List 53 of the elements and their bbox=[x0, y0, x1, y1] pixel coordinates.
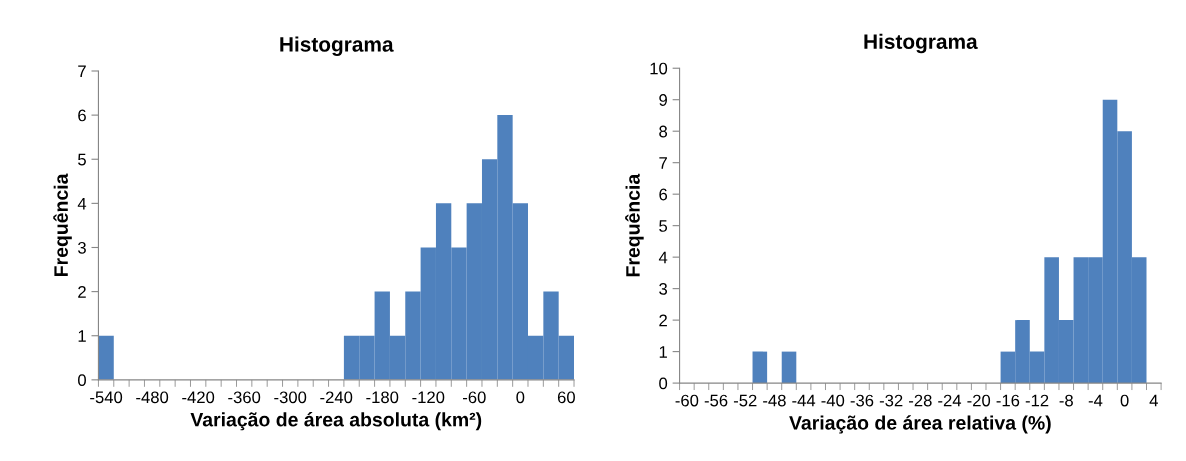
x-tick-label: -120 bbox=[412, 391, 445, 404]
y-tick-label: 8 bbox=[659, 125, 668, 138]
x-tick-label: -20 bbox=[967, 394, 991, 407]
x-tick-label: -24 bbox=[938, 394, 962, 407]
y-tick-label: 1 bbox=[659, 346, 667, 358]
x-tick-label: -360 bbox=[228, 391, 261, 404]
y-tick-label: 1 bbox=[78, 330, 86, 342]
x-tick-label: 0 bbox=[516, 391, 525, 404]
y-tick-label: 6 bbox=[659, 188, 668, 201]
x-axis-title: Variação de área absoluta (km²) bbox=[190, 412, 482, 431]
chart-title: Histograma bbox=[280, 36, 394, 56]
x-tick-label: 0 bbox=[1120, 394, 1129, 407]
y-tick-label: 0 bbox=[659, 377, 668, 390]
x-tick-label: -12 bbox=[1025, 394, 1049, 407]
x-tick-label: -300 bbox=[274, 391, 307, 404]
y-tick-label: 5 bbox=[659, 220, 668, 232]
y-axis-title: Frequência bbox=[625, 173, 644, 277]
x-tick-label: -180 bbox=[366, 391, 399, 404]
x-tick-label: -60 bbox=[675, 394, 699, 407]
y-tick-label: 7 bbox=[78, 65, 86, 78]
y-tick-label: 4 bbox=[658, 251, 668, 264]
x-tick-label: -540 bbox=[90, 391, 123, 404]
y-tick-label: 2 bbox=[659, 314, 667, 327]
chart-title: Histograma bbox=[864, 33, 978, 54]
y-tick-label: 2 bbox=[78, 286, 86, 298]
x-tick-label: 4 bbox=[1149, 394, 1158, 407]
x-tick-label: -40 bbox=[821, 394, 845, 407]
x-tick-label: -32 bbox=[879, 394, 903, 407]
x-tick-label: -52 bbox=[733, 394, 757, 407]
y-tick-label: 3 bbox=[659, 283, 668, 295]
x-tick-label: 60 bbox=[557, 391, 575, 404]
x-tick-label: -44 bbox=[792, 394, 816, 407]
x-tick-label: -4 bbox=[1088, 394, 1103, 407]
y-tick-label: 7 bbox=[659, 157, 667, 169]
y-tick-label: 9 bbox=[659, 94, 667, 106]
x-tick-label: -28 bbox=[909, 394, 932, 407]
y-tick-label: 0 bbox=[78, 374, 86, 387]
y-tick-label: 4 bbox=[77, 197, 87, 210]
x-tick-label: -60 bbox=[463, 391, 486, 404]
y-tick-label: 10 bbox=[650, 62, 668, 75]
x-axis-title: Variação de área relativa (%) bbox=[789, 415, 1051, 434]
x-tick-label: -240 bbox=[320, 391, 353, 404]
x-tick-label: -56 bbox=[704, 394, 728, 407]
y-tick-label: 6 bbox=[78, 109, 86, 122]
x-tick-label: -48 bbox=[763, 394, 786, 407]
y-axis-title: Frequência bbox=[53, 173, 72, 276]
x-tick-label: -16 bbox=[996, 394, 1020, 407]
x-tick-label: -36 bbox=[850, 394, 874, 407]
y-tick-label: 5 bbox=[78, 153, 86, 166]
x-tick-label: -420 bbox=[182, 391, 215, 404]
y-tick-label: 3 bbox=[78, 241, 86, 254]
x-tick-label: -480 bbox=[136, 391, 169, 404]
x-tick-label: -8 bbox=[1059, 394, 1073, 407]
